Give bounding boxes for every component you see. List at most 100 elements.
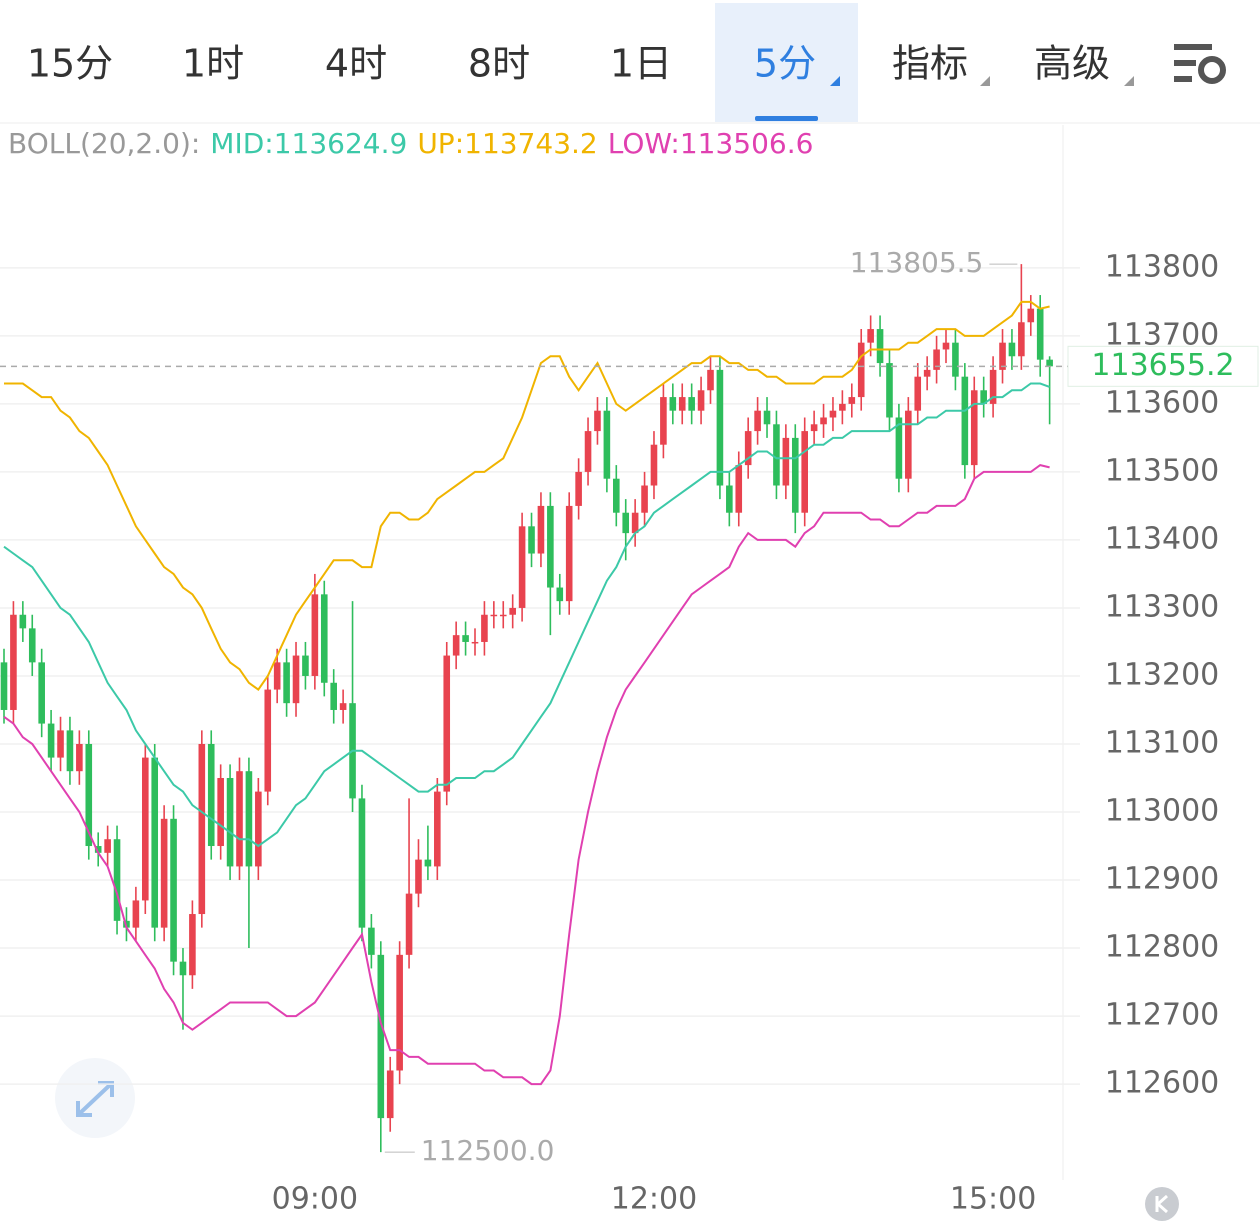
tab[interactable]: 15分 bbox=[27, 42, 113, 86]
candle-body bbox=[443, 655, 451, 792]
candle-body bbox=[217, 777, 224, 847]
legend-item: UP:113743.2 bbox=[417, 127, 597, 160]
candle-body bbox=[716, 369, 724, 486]
candle-body bbox=[207, 743, 215, 847]
settings-icon[interactable] bbox=[1174, 44, 1226, 84]
candle-body bbox=[594, 410, 601, 432]
candle-body bbox=[801, 431, 808, 513]
candle-body bbox=[848, 397, 856, 404]
candle-body bbox=[829, 410, 837, 418]
candle-body bbox=[415, 859, 422, 894]
candle-body bbox=[405, 893, 413, 955]
candle-body bbox=[142, 757, 149, 901]
annotation: 113805.5 bbox=[850, 246, 984, 279]
tab[interactable]: 1日 bbox=[610, 42, 672, 86]
tab[interactable]: 高级 bbox=[1034, 42, 1110, 86]
candle-body bbox=[697, 390, 705, 411]
last-price-box bbox=[1067, 345, 1259, 387]
y-tick-label: 113600 bbox=[1105, 385, 1220, 420]
candle-body bbox=[980, 390, 987, 404]
y-tick-label: 112900 bbox=[1105, 862, 1220, 897]
candle-body bbox=[179, 961, 187, 976]
dropdown-arrow bbox=[830, 76, 840, 86]
candle-body bbox=[518, 526, 526, 608]
candle-body bbox=[1036, 308, 1044, 360]
candle-body bbox=[358, 798, 366, 928]
candle-body bbox=[292, 655, 300, 704]
candle-body bbox=[509, 607, 516, 615]
candle-body bbox=[132, 900, 140, 928]
candle-body bbox=[10, 614, 17, 710]
tab[interactable]: 指标 bbox=[892, 42, 968, 86]
candle-body bbox=[424, 859, 432, 867]
candle-body bbox=[876, 329, 884, 364]
candle-body bbox=[933, 349, 940, 370]
candle-body bbox=[791, 437, 799, 513]
y-tick-label: 113500 bbox=[1105, 453, 1220, 488]
candle-body bbox=[377, 954, 385, 1119]
candle-body bbox=[914, 376, 922, 411]
candle-body bbox=[396, 954, 403, 1071]
candle-body bbox=[905, 410, 912, 479]
icon-bar bbox=[1174, 44, 1212, 50]
annotation: 112500.0 bbox=[421, 1134, 555, 1167]
tab[interactable]: 8时 bbox=[468, 42, 530, 86]
expand-icon bbox=[76, 1081, 114, 1117]
tab[interactable]: 1时 bbox=[182, 42, 244, 86]
candle-body bbox=[556, 587, 564, 602]
candle-body bbox=[735, 465, 743, 513]
candle-body bbox=[452, 635, 460, 656]
candle-body bbox=[688, 397, 695, 411]
candle-body bbox=[94, 846, 102, 853]
candle-body bbox=[57, 730, 64, 758]
button-bg bbox=[1145, 1187, 1179, 1221]
active-tab-underline bbox=[755, 116, 818, 121]
boll-line bbox=[3, 464, 1050, 1086]
x-tick-label: 09:00 bbox=[272, 1182, 358, 1217]
tab[interactable]: 4时 bbox=[325, 42, 387, 86]
candle-body bbox=[198, 743, 206, 915]
candle-body bbox=[434, 791, 441, 867]
candle-body bbox=[782, 437, 790, 486]
active-tab-bg bbox=[715, 3, 858, 122]
candle-body bbox=[942, 342, 950, 350]
candle-body bbox=[989, 369, 997, 404]
y-tick-label: 113100 bbox=[1105, 725, 1220, 760]
candle-body bbox=[189, 914, 196, 976]
candle-body bbox=[952, 342, 959, 377]
candle-body bbox=[245, 771, 253, 867]
x-tick-label: 12:00 bbox=[611, 1182, 697, 1217]
candle-body bbox=[462, 635, 469, 642]
candle-body bbox=[961, 376, 969, 466]
candle-body bbox=[302, 655, 309, 676]
y-tick-label: 113200 bbox=[1105, 657, 1220, 692]
candle-body bbox=[547, 505, 554, 588]
candle-body bbox=[669, 397, 677, 411]
icon-bar bbox=[1174, 60, 1196, 66]
candle-body bbox=[151, 757, 159, 928]
candle-body bbox=[528, 526, 535, 554]
boll-line bbox=[3, 382, 1050, 848]
y-tick-label: 113300 bbox=[1105, 589, 1220, 624]
y-tick-label: 112800 bbox=[1105, 930, 1220, 965]
last-price-label: 113655.2 bbox=[1091, 348, 1234, 383]
candle-body bbox=[584, 431, 592, 472]
candle-body bbox=[264, 689, 272, 792]
k-button[interactable] bbox=[1145, 1187, 1179, 1221]
candle-body bbox=[773, 424, 780, 486]
candle-body bbox=[603, 410, 611, 479]
candle-body bbox=[368, 927, 375, 955]
candle-body bbox=[38, 662, 45, 724]
expand-button[interactable] bbox=[55, 1058, 135, 1138]
candle-body bbox=[970, 390, 978, 466]
candle-body bbox=[613, 478, 620, 513]
y-tick-label: 113000 bbox=[1105, 794, 1220, 829]
candle-body bbox=[76, 743, 83, 772]
candle-body bbox=[1027, 308, 1035, 323]
candle-body bbox=[575, 471, 582, 506]
candle-body bbox=[678, 397, 686, 411]
tab[interactable]: 5分 bbox=[754, 42, 816, 86]
indicator-legend: BOLL(20,2.0): MID:113624.9 UP:113743.2 LOW:… bbox=[8, 127, 813, 160]
candle-body bbox=[641, 485, 648, 513]
